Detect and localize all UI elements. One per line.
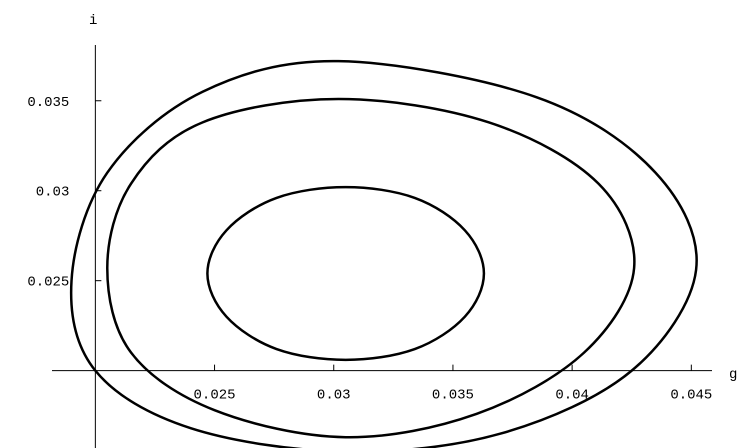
y-tick-label: 0.035 [27, 95, 69, 111]
contour-line [69, 59, 698, 448]
x-axis-label: g [729, 367, 737, 383]
x-tick-label: 0.045 [670, 388, 712, 404]
y-tick-label: 0.025 [27, 275, 69, 291]
x-tick-label: 0.035 [432, 388, 474, 404]
y-tick-label: 0.03 [36, 185, 70, 201]
x-tick-label: 0.03 [317, 388, 351, 404]
x-tick-label: 0.04 [555, 388, 589, 404]
x-tick-label: 0.025 [194, 388, 236, 404]
contour-line [206, 185, 486, 362]
y-axis-label: i [89, 13, 97, 29]
contour-line [106, 97, 636, 439]
